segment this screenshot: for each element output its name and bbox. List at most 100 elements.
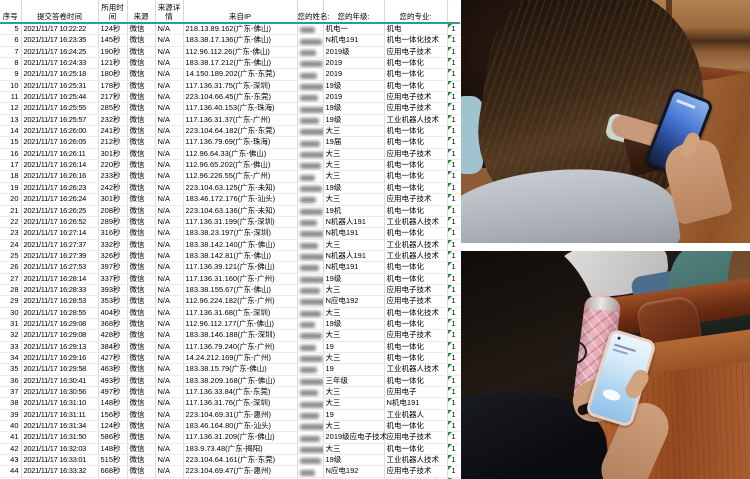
cell-name-redacted[interactable]	[297, 68, 324, 81]
cell[interactable]: 19级	[323, 318, 385, 331]
cell-overflow[interactable]: 1	[447, 91, 460, 104]
cell[interactable]: 233秒	[98, 170, 128, 183]
cell[interactable]: 156秒	[98, 409, 128, 422]
cell[interactable]: 25	[0, 250, 22, 263]
cell[interactable]: 机电一体化	[384, 420, 448, 433]
cell[interactable]: 大三	[323, 352, 385, 365]
cell-overflow[interactable]: 1	[447, 386, 460, 399]
cell[interactable]: 218.13.89.162(广东-佛山)	[183, 23, 298, 36]
cell[interactable]: 2021/11/17 16:25:57	[21, 114, 99, 127]
cell[interactable]: 机电一体化	[384, 159, 448, 172]
cell[interactable]: 机电	[384, 23, 448, 36]
cell[interactable]: 183.38.17.136(广东-佛山)	[183, 34, 298, 47]
cell[interactable]: 微信	[127, 68, 156, 81]
cell[interactable]: 应用电子技术	[384, 102, 448, 115]
cell[interactable]: 14	[0, 125, 22, 138]
cell[interactable]: 微信	[127, 136, 156, 149]
cell[interactable]: 208秒	[98, 205, 128, 217]
cell[interactable]: 2021/11/17 16:29:58	[21, 363, 99, 376]
cell[interactable]: 微信	[127, 363, 156, 376]
cell[interactable]: 112.96.65.202(广东-佛山)	[183, 159, 298, 172]
cell[interactable]: 微信	[127, 102, 156, 115]
cell[interactable]: 微信	[127, 341, 156, 353]
cell[interactable]: 19届	[323, 136, 385, 149]
cell-name-redacted[interactable]	[297, 307, 324, 319]
cell[interactable]: 机电一体化	[384, 57, 448, 70]
cell[interactable]: 117.136.33.84(广东-东莞)	[183, 386, 298, 399]
cell[interactable]: 183.38.17.212(广东-佛山)	[183, 57, 298, 70]
cell-overflow[interactable]: 1	[447, 125, 460, 138]
cell[interactable]: 工业机器人技术	[384, 477, 448, 479]
cell[interactable]: N/A	[155, 80, 184, 93]
cell[interactable]: N/A	[155, 284, 184, 297]
cell[interactable]: N/A	[155, 182, 184, 195]
cell[interactable]: 19级	[323, 102, 385, 115]
cell[interactable]: 117.136.31.76(广东-深圳)	[183, 397, 298, 410]
cell[interactable]: 43	[0, 454, 22, 467]
cell-name-redacted[interactable]	[297, 216, 324, 229]
cell[interactable]: 404秒	[98, 307, 128, 319]
cell-overflow[interactable]: 1	[447, 148, 460, 161]
cell[interactable]: 微信	[127, 284, 156, 297]
cell-overflow[interactable]: 1	[447, 465, 460, 478]
cell[interactable]: N/A	[155, 148, 184, 161]
cell[interactable]: 34	[0, 352, 22, 365]
cell[interactable]: 应用电子技术	[384, 295, 448, 308]
cell[interactable]: 112.96.64.33(广东-佛山)	[183, 148, 298, 161]
cell[interactable]: 14.24.212.169(广东-广州)	[183, 352, 298, 365]
cell[interactable]: 428秒	[98, 329, 128, 342]
cell-overflow[interactable]: 1	[447, 409, 460, 422]
cell[interactable]: 大三	[323, 307, 385, 319]
cell[interactable]: 117.136.31.199(广东-深圳)	[183, 216, 298, 229]
cell-overflow[interactable]: 1	[447, 23, 460, 36]
cell[interactable]: N应电192	[323, 295, 385, 308]
cell-overflow[interactable]: 1	[447, 454, 460, 467]
column-header[interactable]: 来源详情	[155, 0, 184, 24]
cell[interactable]: N/A	[155, 193, 184, 206]
cell-overflow[interactable]: 1	[447, 443, 460, 456]
cell-name-redacted[interactable]	[297, 443, 324, 456]
cell[interactable]: 大三	[323, 193, 385, 206]
cell[interactable]: N/A	[155, 57, 184, 70]
cell[interactable]: N/A	[155, 34, 184, 47]
cell[interactable]: 微信	[127, 329, 156, 342]
cell[interactable]: 2021/11/17 16:29:13	[21, 341, 99, 353]
cell[interactable]: 19级	[323, 114, 385, 127]
cell[interactable]: 36	[0, 375, 22, 388]
cell[interactable]: 2021/11/17 16:25:44	[21, 91, 99, 104]
cell[interactable]: 2021/11/17 16:26:05	[21, 136, 99, 149]
cell[interactable]: 393秒	[98, 284, 128, 297]
cell[interactable]: N/A	[155, 341, 184, 353]
cell-name-redacted[interactable]	[297, 34, 324, 47]
cell[interactable]: 微信	[127, 148, 156, 161]
cell[interactable]: 大三	[323, 329, 385, 342]
cell[interactable]: 微信	[127, 250, 156, 263]
cell[interactable]: 大三	[323, 170, 385, 183]
cell[interactable]: 2021/11/17 16:24:25	[21, 46, 99, 59]
cell[interactable]: 微信	[127, 23, 156, 36]
cell-overflow[interactable]: 1	[447, 261, 460, 274]
cell[interactable]: 117.136.31.37(广东-广州)	[183, 114, 298, 127]
column-header[interactable]: 所用时间	[98, 0, 128, 24]
cell[interactable]: 2021/11/17 16:26:00	[21, 125, 99, 138]
cell[interactable]: N/A	[155, 352, 184, 365]
cell[interactable]: N/A	[155, 250, 184, 263]
cell[interactable]: 微信	[127, 193, 156, 206]
cell[interactable]: 112.96.112.26(广东-佛山)	[183, 46, 298, 59]
cell[interactable]: N机电191	[323, 227, 385, 240]
cell-overflow[interactable]: 1	[447, 102, 460, 115]
column-header[interactable]: 您的姓名:	[297, 0, 330, 24]
cell[interactable]: 2021/11/17 16:25:31	[21, 80, 99, 93]
cell[interactable]: 384秒	[98, 341, 128, 353]
cell[interactable]: 19	[0, 182, 22, 195]
cell[interactable]: 19级	[323, 273, 385, 285]
cell[interactable]: 2021/11/17 16:33:32	[21, 465, 99, 478]
cell-overflow[interactable]: 1	[447, 182, 460, 195]
cell[interactable]: 183.38.142.140(广东-佛山)	[183, 239, 298, 251]
cell[interactable]: 117.136.40.153(广东-珠海)	[183, 102, 298, 115]
cell[interactable]: 微信	[127, 80, 156, 93]
cell-name-redacted[interactable]	[297, 295, 324, 308]
cell[interactable]: 38	[0, 397, 22, 410]
cell[interactable]: 21	[0, 205, 22, 217]
cell-name-redacted[interactable]	[297, 397, 324, 410]
